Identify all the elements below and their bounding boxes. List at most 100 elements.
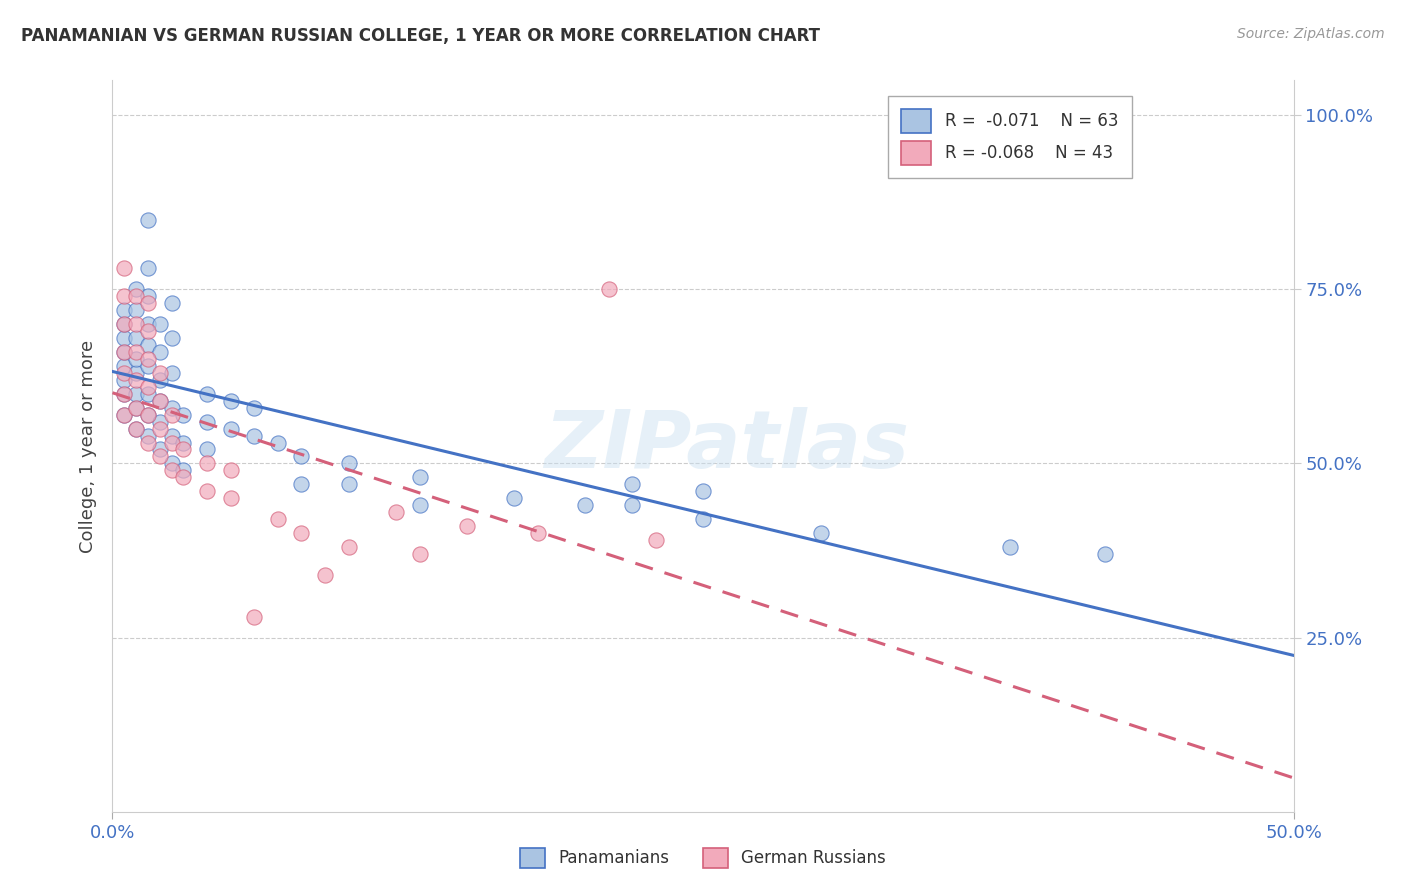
Point xyxy=(810,526,832,541)
Point xyxy=(149,442,172,457)
Point xyxy=(408,470,430,484)
Point xyxy=(314,567,336,582)
Point xyxy=(125,373,148,387)
Point xyxy=(195,415,218,429)
Point xyxy=(172,470,194,484)
Point xyxy=(136,261,159,276)
Point xyxy=(136,324,159,338)
Point xyxy=(136,359,159,373)
Point xyxy=(219,463,242,477)
Point xyxy=(172,463,194,477)
Point xyxy=(112,345,135,359)
Point xyxy=(149,421,172,435)
Point xyxy=(125,366,148,380)
Point xyxy=(337,540,360,554)
Point xyxy=(125,421,148,435)
Point xyxy=(644,533,666,547)
Text: PANAMANIAN VS GERMAN RUSSIAN COLLEGE, 1 YEAR OR MORE CORRELATION CHART: PANAMANIAN VS GERMAN RUSSIAN COLLEGE, 1 … xyxy=(21,27,820,45)
Point xyxy=(136,408,159,422)
Point xyxy=(290,526,312,541)
Point xyxy=(290,450,312,464)
Point xyxy=(692,484,714,499)
Point xyxy=(112,303,135,318)
Point xyxy=(149,366,172,380)
Point xyxy=(195,442,218,457)
Point xyxy=(172,435,194,450)
Point xyxy=(136,338,159,352)
Legend: Panamanians, German Russians: Panamanians, German Russians xyxy=(513,841,893,875)
Point xyxy=(136,428,159,442)
Point xyxy=(160,408,183,422)
Point xyxy=(112,331,135,345)
Point xyxy=(172,442,194,457)
Point xyxy=(125,345,148,359)
Point xyxy=(136,212,159,227)
Point xyxy=(290,477,312,491)
Point xyxy=(112,386,135,401)
Point xyxy=(1094,547,1116,561)
Point xyxy=(160,401,183,415)
Point xyxy=(337,477,360,491)
Point xyxy=(112,261,135,276)
Point xyxy=(112,345,135,359)
Point xyxy=(136,351,159,366)
Point xyxy=(195,484,218,499)
Point xyxy=(195,457,218,471)
Point xyxy=(621,477,644,491)
Point xyxy=(149,393,172,408)
Point xyxy=(112,359,135,373)
Point xyxy=(136,380,159,394)
Point xyxy=(243,401,266,415)
Point xyxy=(385,505,408,519)
Point xyxy=(136,408,159,422)
Point xyxy=(125,282,148,296)
Point xyxy=(149,393,172,408)
Text: ZIPatlas: ZIPatlas xyxy=(544,407,910,485)
Point xyxy=(136,435,159,450)
Point xyxy=(125,303,148,318)
Point xyxy=(243,428,266,442)
Point xyxy=(243,609,266,624)
Point xyxy=(408,498,430,512)
Point xyxy=(160,457,183,471)
Point xyxy=(136,296,159,310)
Point xyxy=(503,491,526,506)
Point xyxy=(172,408,194,422)
Point xyxy=(112,317,135,331)
Point xyxy=(136,289,159,303)
Point xyxy=(267,435,290,450)
Point xyxy=(149,317,172,331)
Point xyxy=(125,331,148,345)
Point xyxy=(195,386,218,401)
Point xyxy=(125,351,148,366)
Point xyxy=(526,526,548,541)
Point xyxy=(160,428,183,442)
Point xyxy=(998,540,1021,554)
Point xyxy=(112,373,135,387)
Point xyxy=(112,408,135,422)
Point xyxy=(136,317,159,331)
Point xyxy=(149,415,172,429)
Point xyxy=(574,498,596,512)
Legend: R =  -0.071    N = 63, R = -0.068    N = 43: R = -0.071 N = 63, R = -0.068 N = 43 xyxy=(889,96,1132,178)
Point xyxy=(112,366,135,380)
Point xyxy=(149,373,172,387)
Point xyxy=(692,512,714,526)
Point xyxy=(149,450,172,464)
Point xyxy=(149,345,172,359)
Point xyxy=(112,408,135,422)
Point xyxy=(219,421,242,435)
Point xyxy=(267,512,290,526)
Point xyxy=(112,386,135,401)
Point xyxy=(160,331,183,345)
Point xyxy=(219,393,242,408)
Point xyxy=(456,519,478,533)
Point xyxy=(125,386,148,401)
Point xyxy=(125,401,148,415)
Point xyxy=(160,435,183,450)
Point xyxy=(125,289,148,303)
Point xyxy=(337,457,360,471)
Point xyxy=(160,463,183,477)
Point xyxy=(125,317,148,331)
Point xyxy=(112,289,135,303)
